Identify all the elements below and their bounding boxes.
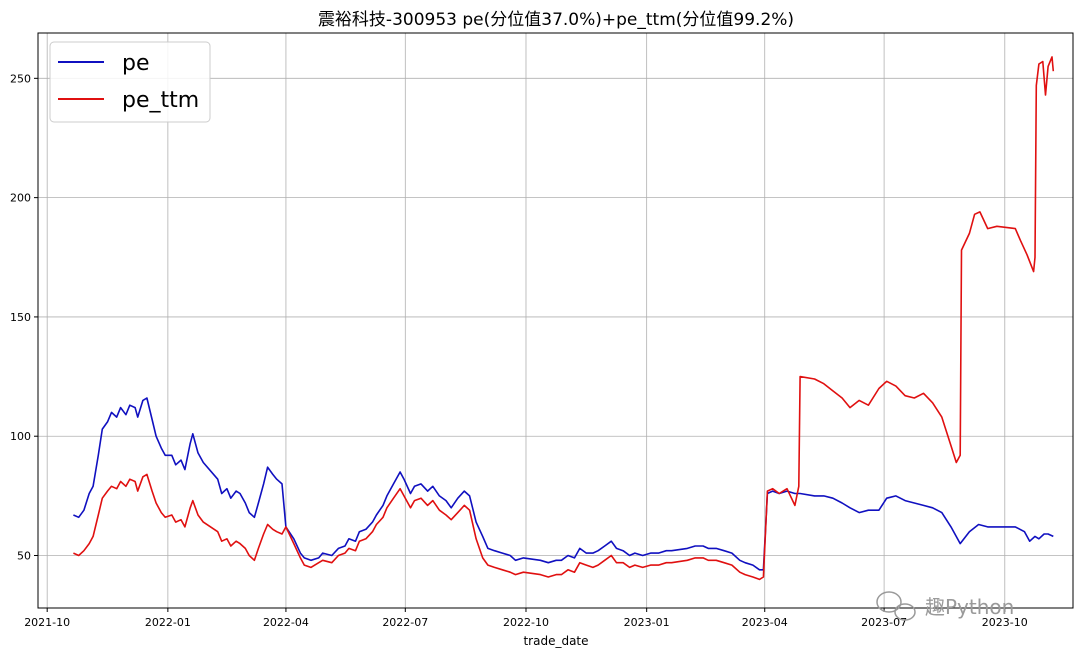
x-tick-label: 2023-07	[861, 616, 907, 629]
wechat-icon	[876, 591, 916, 621]
y-axis: 50 100 150 200 250	[10, 72, 38, 563]
x-tick-label: 2023-01	[624, 616, 670, 629]
y-tick-label: 200	[10, 192, 31, 205]
y-tick-label: 100	[10, 430, 31, 443]
x-tick-label: 2023-10	[982, 616, 1028, 629]
y-tick-label: 50	[17, 550, 31, 563]
x-tick-label: 2022-01	[145, 616, 191, 629]
legend-label-pe: pe	[122, 51, 150, 76]
grid-lines	[38, 33, 1073, 608]
chart-title: 震裕科技-300953 pe(分位值37.0%)+pe_ttm(分位值99.2%…	[318, 10, 794, 30]
legend: pe pe_ttm	[49, 41, 211, 123]
y-tick-label: 150	[10, 311, 31, 324]
x-tick-label: 2022-07	[382, 616, 428, 629]
plot-frame	[37, 32, 1074, 609]
x-tick-label: 2023-04	[742, 616, 788, 629]
series-layer	[73, 56, 1055, 581]
x-tick-label: 2022-10	[503, 616, 549, 629]
legend-label-pe-ttm: pe_ttm	[122, 88, 199, 113]
x-tick-label: 2022-04	[263, 616, 309, 629]
watermark-text: 趣Python	[925, 595, 1014, 619]
x-axis-label: trade_date	[523, 634, 588, 648]
series-line-pe-ttm	[73, 56, 1055, 581]
y-tick-label: 250	[10, 72, 31, 85]
watermark: 趣Python	[876, 591, 1014, 621]
series-line-pe	[73, 397, 1054, 571]
x-axis: 2021-10 2022-01 2022-04 2022-07 2022-10 2023-…	[24, 608, 1028, 629]
x-tick-label: 2021-10	[24, 616, 70, 629]
